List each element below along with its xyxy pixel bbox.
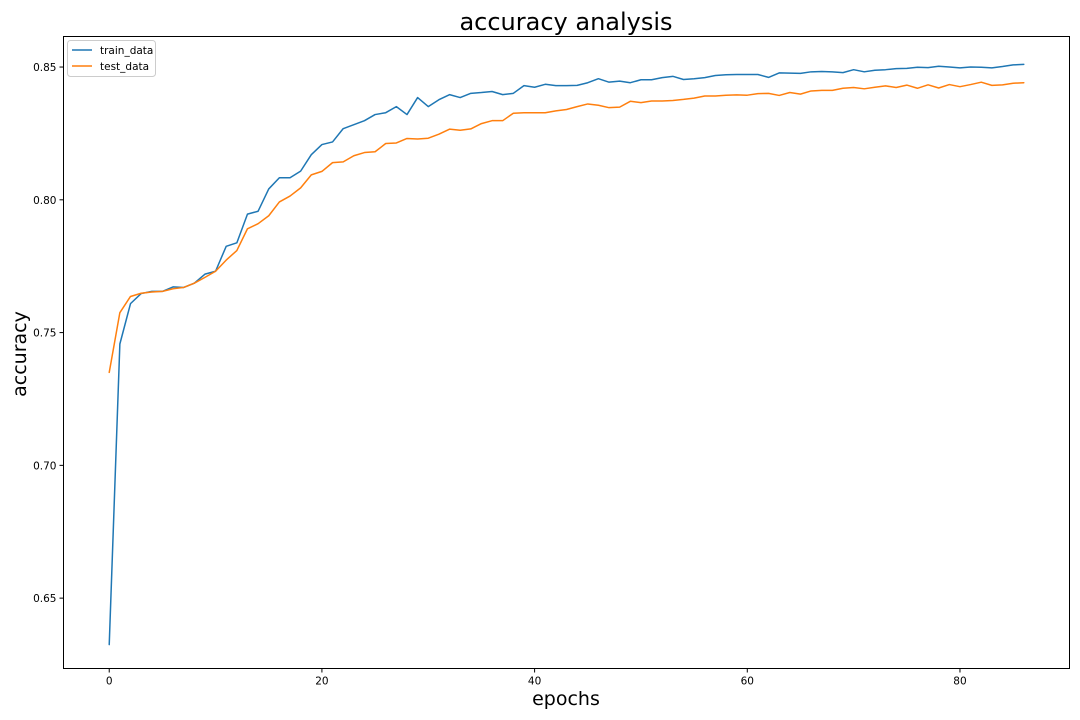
y-tick-label: 0.85 — [33, 62, 56, 74]
plot-area — [108, 63, 1025, 646]
x-tick-label: 40 — [528, 676, 541, 688]
legend-label-train: train_data — [100, 45, 153, 57]
legend: train_data test_data — [67, 40, 156, 77]
legend-label-test: test_data — [100, 61, 149, 73]
chart-title: accuracy analysis — [459, 8, 672, 36]
x-axis: 0 20 40 60 80 — [106, 668, 967, 688]
x-tick-label: 20 — [315, 676, 328, 688]
y-axis: 0.65 0.70 0.75 0.80 0.85 — [33, 62, 64, 605]
y-axis-label: accuracy — [9, 311, 31, 397]
x-tick-label: 0 — [106, 676, 113, 688]
plot-frame — [63, 36, 1070, 669]
x-axis-label: epochs — [532, 688, 600, 710]
series-line-train-data — [108, 63, 1025, 646]
y-tick-label: 0.75 — [33, 328, 56, 340]
y-tick-label: 0.80 — [33, 195, 56, 207]
x-tick-label: 60 — [741, 676, 754, 688]
series-line-test-data — [108, 81, 1025, 374]
y-tick-label: 0.70 — [33, 460, 56, 472]
x-tick-label: 80 — [953, 676, 966, 688]
y-tick-label: 0.65 — [33, 593, 56, 605]
